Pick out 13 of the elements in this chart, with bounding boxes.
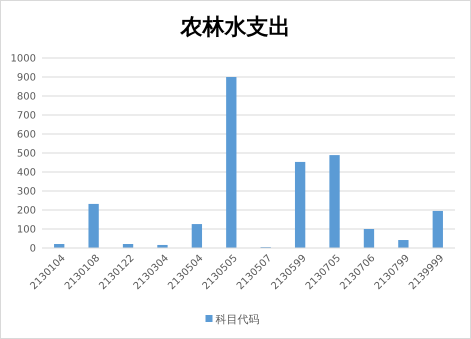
y-tick-label: 900 xyxy=(16,72,36,84)
y-tick-label: 0 xyxy=(30,244,36,254)
y-tick-label: 600 xyxy=(16,130,36,140)
chart-title: 农林水支出 xyxy=(180,14,290,40)
y-tick-label: 300 xyxy=(16,186,36,198)
y-tick-label: 700 xyxy=(16,110,36,122)
y-tick-label: 1000 xyxy=(10,54,36,64)
y-tick-label: 800 xyxy=(16,92,36,102)
legend-label: 科目代码 xyxy=(216,312,260,326)
y-tick-label: 400 xyxy=(16,168,36,178)
y-tick-label: 200 xyxy=(16,206,36,216)
y-tick-label: 100 xyxy=(16,224,36,236)
y-tick-label: 500 xyxy=(16,148,36,160)
